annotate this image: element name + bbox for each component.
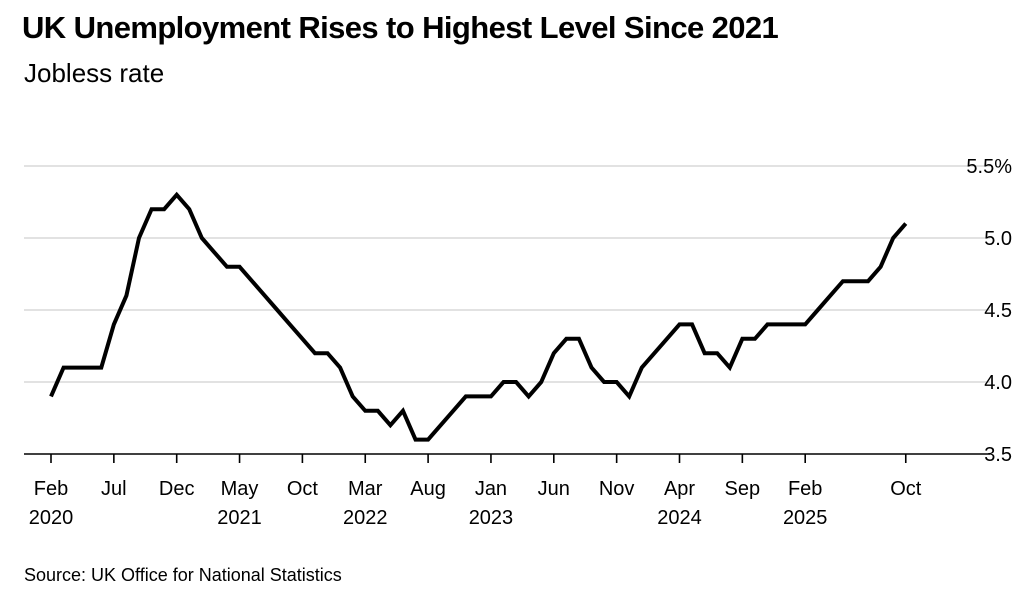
y-tick-label: 3.5 <box>984 444 1012 466</box>
y-tick-label: 5.0 <box>984 228 1012 250</box>
chart-title: UK Unemployment Rises to Highest Level S… <box>22 10 779 45</box>
x-tick-year-label: 2020 <box>29 507 74 529</box>
series-line-jobless-rate <box>49 191 908 442</box>
source-note: Source: UK Office for National Statistic… <box>24 565 342 585</box>
series-layer <box>49 191 908 442</box>
x-tick-label: Feb <box>788 478 822 500</box>
x-tick-year-label: 2024 <box>657 507 702 529</box>
x-tick-label: Oct <box>287 478 319 500</box>
gridlines <box>24 165 990 383</box>
x-tick-label: Feb <box>34 478 68 500</box>
y-tick-label: 4.0 <box>984 372 1012 394</box>
x-tick-label: Apr <box>664 478 695 500</box>
x-tick-year-label: 2021 <box>217 507 262 529</box>
x-tick-label: Sep <box>725 478 761 500</box>
x-tick-label: May <box>221 478 259 500</box>
y-tick-label: 5.5% <box>966 156 1012 178</box>
x-tick-label: Dec <box>159 478 195 500</box>
x-tick-label: Jul <box>101 478 127 500</box>
x-axis-labels: Feb 2020 Jul Dec May 2021 Oct Mar 2022 Aug Jan 2023… <box>29 454 922 529</box>
x-tick-year-label: 2023 <box>469 507 514 529</box>
x-tick-year-label: 2022 <box>343 507 388 529</box>
y-tick-label: 4.5 <box>984 300 1012 322</box>
y-axis-labels: 5.5% 5.0 4.5 4.0 3.5 <box>966 156 1012 466</box>
x-tick-label: Jan <box>475 478 507 500</box>
x-tick-label: Oct <box>890 478 922 500</box>
x-tick-label: Nov <box>599 478 635 500</box>
x-tick-label: Aug <box>410 478 446 500</box>
x-tick-label: Mar <box>348 478 383 500</box>
x-tick-label: Jun <box>538 478 570 500</box>
chart-subtitle: Jobless rate <box>24 58 165 88</box>
x-tick-year-label: 2025 <box>783 507 828 529</box>
